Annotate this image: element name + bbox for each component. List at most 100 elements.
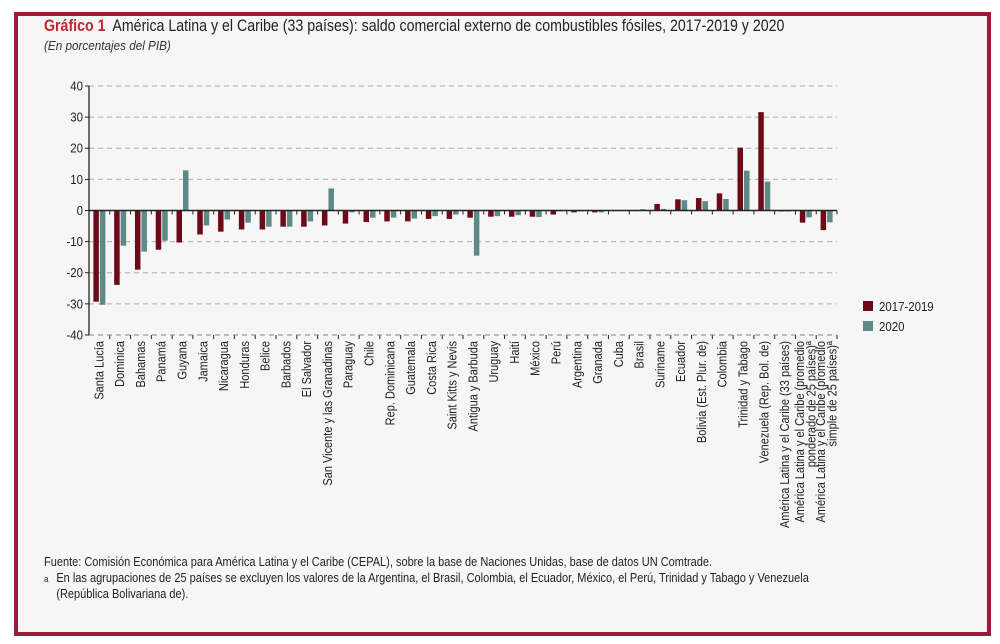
footnote-text: En las agrupaciones de 25 países se excl… [56,570,809,602]
x-tick-label: Panamá [155,341,169,382]
x-tick-label: Santa Lucía [93,341,107,400]
bar-2017-2019 [425,210,432,219]
x-tick-label: América Latina y el Caribe (33 países) [778,341,792,528]
y-tick-label: -30 [66,297,83,312]
bar-2017-2019 [695,198,702,211]
bar-2017-2019 [114,210,120,285]
bar-2017-2019 [155,210,162,250]
x-tick-label: Brasil [633,341,647,368]
x-tick-label: Venezuela (Rep. Bol. de) [758,341,772,463]
bar-2017-2019 [758,112,764,211]
bar-2017-2019 [238,210,245,230]
bar-2017-2019 [321,210,328,226]
x-tick-label: Guyana [176,341,190,380]
bar-2020 [473,210,480,256]
bar-2020 [141,210,147,252]
figure-frame [14,12,991,636]
bar-2020 [162,210,168,241]
chart-subtitle: (En porcentajes del PIB) [44,38,171,53]
y-tick-label: 0 [77,203,84,218]
x-tick-label: ponderado de 25 países)ª [805,340,819,467]
bar-2017-2019 [737,147,743,211]
bar-2017-2019 [571,210,577,213]
y-axis-ticks: -40 -30 -20 -10 0 10 20 30 40 [66,79,89,343]
bar-2017-2019 [197,210,203,235]
y-tick-label: 20 [70,141,83,156]
y-tick-label: -40 [66,328,83,343]
bar-2017-2019 [529,210,536,217]
x-tick-label: Argentina [571,341,585,388]
bar-2020 [370,210,376,218]
x-tick-label: Rep. Dominicana [384,341,398,426]
bar-2017-2019 [93,210,99,302]
bar-2020 [660,208,667,211]
bar-2020 [764,181,771,211]
x-tick-label: Barbados [280,341,294,388]
bar-2017-2019 [508,210,515,217]
bar-2020 [390,210,397,218]
bar-2020 [598,210,605,213]
x-tick-label: Trinidad y Tabago [737,341,751,428]
bar-2020 [744,170,750,211]
bars [93,112,833,305]
y-tick-label: 40 [70,79,83,94]
x-tick-label: Perú [550,341,564,364]
footnote-line-1: En las agrupaciones de 25 países se excl… [56,571,809,585]
x-axis-labels: Santa Lucía Dominica Bahamas Panamá Guyana Ja… [93,340,840,528]
x-tick-label: Colombia [716,341,730,388]
x-tick-label: Dominica [114,341,128,387]
bar-2020 [806,210,812,218]
bar-2020 [453,210,459,215]
bar-2020 [328,188,334,211]
x-tick-label: América Latina y el Caribe (promedio [793,341,807,523]
footnote-line-2: (República Bolivariana de). [56,587,189,601]
bar-2017-2019 [467,210,473,218]
bar-2020 [349,210,355,213]
bar-2017-2019 [820,210,827,231]
legend-swatch-2017-2019 [863,301,873,311]
x-tick-label: Paraguay [342,341,356,388]
bar-2017-2019 [363,210,369,223]
bar-2017-2019 [259,210,266,230]
x-tick-label: Jamaica [197,341,211,382]
legend-label: 2017-2019 [879,299,934,314]
bar-2020 [702,201,708,211]
bar-2017-2019 [446,210,453,219]
bar-2020 [494,210,501,217]
bar-2017-2019 [488,210,494,217]
x-tick-label: El Salvador [301,341,315,397]
y-tick-label: -20 [66,266,83,281]
bar-2020 [681,200,688,211]
bar-2020 [432,210,438,217]
title-text: América Latina y el Caribe (33 países): … [112,17,785,35]
footnote: a En las agrupaciones de 25 países se ex… [44,570,977,602]
bar-2020 [723,198,729,211]
notes: Fuente: Comisión Económica para América … [44,554,977,602]
legend-label: 2020 [879,319,905,334]
legend: 2017-2019 2020 [863,299,934,334]
x-tick-label: San Vicente y las Granadinas [321,341,335,486]
bar-2020 [286,210,293,227]
bar-2020 [536,210,542,218]
bar-2017-2019 [301,210,307,227]
source-note: Fuente: Comisión Económica para América … [44,555,713,569]
x-tick-label: Bahamas [134,341,148,388]
x-tick-label: Belice [259,341,273,371]
x-tick-label: Granada [591,341,605,384]
x-tick-label: Ecuador [675,341,689,382]
bar-2017-2019 [799,210,806,223]
x-tick-label: Cuba [612,341,626,368]
x-tick-label: Chile [363,341,377,366]
bar-2017-2019 [654,203,660,211]
x-tick-label: América Latina y el Caribe (promedio [814,341,828,523]
bar-2020 [515,210,521,216]
x-tick-label: Haití [508,340,522,363]
bar-2020 [307,210,314,222]
bar-2020 [411,210,418,219]
bar-2020 [245,210,251,223]
x-tick-label: simple de 25 países)ª [826,340,840,446]
bar-2020 [120,210,127,246]
bar-2017-2019 [342,210,349,224]
bar-2017-2019 [134,210,141,270]
